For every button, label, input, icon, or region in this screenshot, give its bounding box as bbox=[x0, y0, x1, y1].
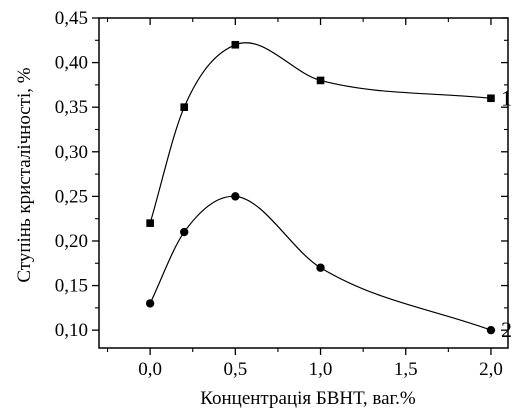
data-point-square bbox=[231, 40, 240, 49]
x-tick-label: 1,5 bbox=[394, 359, 418, 380]
data-point-square bbox=[146, 219, 154, 227]
axis-ticks bbox=[92, 17, 508, 355]
data-point-square bbox=[316, 76, 325, 85]
y-tick-label: 0,20 bbox=[55, 231, 88, 252]
y-tick-label: 0,25 bbox=[55, 186, 88, 207]
tick-labels: 0,0 0,5 1,0 1,5 2,0 0,10 0,15 0,20 0,25 0,30 0,35 0… bbox=[55, 8, 503, 380]
x-tick-label: 0,0 bbox=[138, 359, 162, 380]
series-label: 2 bbox=[501, 317, 512, 342]
series-label: 1 bbox=[501, 85, 512, 110]
data-point-circle bbox=[486, 325, 496, 335]
series-2: 2 bbox=[145, 192, 512, 342]
data-point-square bbox=[180, 103, 189, 111]
y-tick-label: 0,45 bbox=[55, 8, 88, 29]
series-line bbox=[149, 42, 492, 224]
x-tick-label: 1,0 bbox=[309, 359, 333, 380]
x-tick-label: 2,0 bbox=[479, 359, 503, 380]
y-tick-label: 0,35 bbox=[55, 97, 88, 118]
plot-frame bbox=[98, 17, 509, 349]
y-axis-label: Ступінь кристалічності, % bbox=[14, 67, 35, 282]
y-tick-label: 0,15 bbox=[55, 276, 88, 297]
data-point-square bbox=[487, 94, 495, 103]
data-point-circle bbox=[180, 227, 189, 237]
series-1: 1 bbox=[146, 40, 512, 227]
y-tick-label: 0,40 bbox=[55, 53, 88, 74]
x-axis-label: Концентрація БВНТ, ваг.% bbox=[200, 388, 416, 409]
data-point-circle bbox=[145, 299, 155, 308]
y-tick-label: 0,10 bbox=[55, 320, 88, 341]
y-tick-label: 0,30 bbox=[55, 142, 88, 163]
series-line bbox=[149, 195, 492, 331]
plot-border bbox=[98, 17, 509, 349]
x-tick-label: 0,5 bbox=[223, 359, 247, 380]
data-point-circle bbox=[231, 192, 240, 201]
series-layer: 12 bbox=[145, 40, 512, 342]
data-point-circle bbox=[316, 263, 325, 272]
